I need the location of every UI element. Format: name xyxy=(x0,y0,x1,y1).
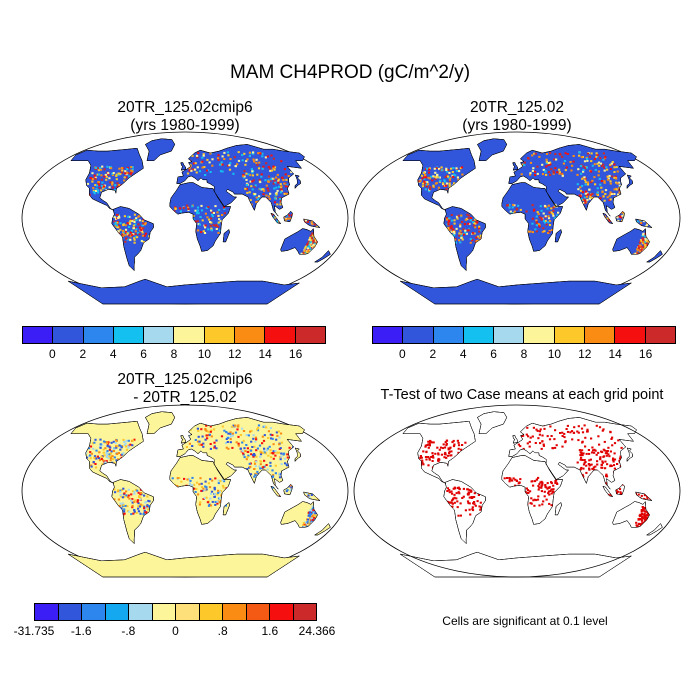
colorbar-tick-label: 2 xyxy=(429,347,437,361)
colorbar-swatch xyxy=(82,604,106,620)
colorbar-swatch xyxy=(235,327,266,343)
colorbar-tick-label: 6 xyxy=(140,347,147,361)
colorbar-tick-label: -31.735 xyxy=(13,624,55,638)
panel-title-case1-line1: 20TR_125.02cmip6 xyxy=(117,99,253,116)
colorbar-swatch xyxy=(35,604,59,620)
colorbar-case1-labels: 0 2 4 6 8 10 12 14 16 xyxy=(22,347,326,363)
colorbar-tick-label: 8 xyxy=(520,347,528,361)
colorbar-swatch xyxy=(463,327,495,343)
panel-title-case1-line2: (yrs 1980-1999) xyxy=(130,117,240,134)
colorbar-swatch xyxy=(615,327,646,343)
colorbar-swatch xyxy=(494,327,525,343)
map-case1 xyxy=(21,131,349,305)
colorbar-tick-label: 1.6 xyxy=(261,624,279,638)
colorbar-difference xyxy=(34,603,317,621)
colorbar-tick-label: 4 xyxy=(109,347,117,361)
colorbar-swatch xyxy=(270,604,294,620)
colorbar-case2-labels: 0 2 4 6 8 10 12 14 16 xyxy=(372,347,676,363)
colorbar-swatch xyxy=(152,604,176,620)
colorbar-tick-label: 10 xyxy=(197,347,212,361)
colorbar-swatch xyxy=(83,327,114,343)
colorbar-swatch xyxy=(265,327,296,343)
colorbar-tick-label: 12 xyxy=(578,347,592,361)
colorbar-swatch xyxy=(113,327,145,343)
panel-title-ttest: T-Test of two Case means at each grid po… xyxy=(352,386,692,404)
colorbar-swatch xyxy=(295,327,325,343)
colorbar-swatch xyxy=(524,327,555,343)
colorbar-swatch xyxy=(176,604,200,620)
colorbar-tick-label: 2 xyxy=(79,347,87,361)
colorbar-tick-label: 16 xyxy=(638,347,653,361)
panel-title-case1: 20TR_125.02cmip6 (yrs 1980-1999) xyxy=(20,99,350,135)
colorbar-swatch xyxy=(293,604,316,620)
panel-title-ttest-line1: T-Test of two Case means at each grid po… xyxy=(380,387,664,403)
map-ttest xyxy=(353,404,681,578)
colorbar-swatch xyxy=(199,604,223,620)
colorbar-tick-label: 16 xyxy=(288,347,303,361)
colorbar-swatch xyxy=(129,604,153,620)
colorbar-swatch xyxy=(373,327,404,343)
colorbar-swatch xyxy=(58,604,82,620)
panel-title-case2: 20TR_125.02 (yrs 1980-1999) xyxy=(352,99,682,135)
colorbar-tick-label: 0 xyxy=(172,624,179,638)
colorbar-swatch xyxy=(585,327,616,343)
map-difference xyxy=(21,404,349,578)
colorbar-swatch xyxy=(174,327,205,343)
colorbar-tick-label: 10 xyxy=(547,347,562,361)
colorbar-swatch xyxy=(246,604,270,620)
colorbar-tick-label: 14 xyxy=(258,347,272,361)
colorbar-swatch xyxy=(433,327,464,343)
colorbar-swatch xyxy=(53,327,84,343)
colorbar-swatch xyxy=(403,327,434,343)
colorbar-swatch xyxy=(204,327,236,343)
colorbar-tick-label: 12 xyxy=(228,347,242,361)
colorbar-tick-label: -.8 xyxy=(121,624,136,638)
colorbar-tick-label: 6 xyxy=(490,347,497,361)
significance-note: Cells are significant at 0.1 level xyxy=(442,614,608,628)
colorbar-tick-label: 4 xyxy=(459,347,467,361)
colorbar-difference-labels: -31.735 -1.6 -.8 0 .8 1.6 24.366 xyxy=(14,624,336,640)
panel-title-diff-line1: 20TR_125.02cmip6 xyxy=(117,371,253,388)
colorbar-tick-label: 8 xyxy=(170,347,178,361)
colorbar-tick-label: -1.6 xyxy=(70,624,92,638)
colorbar-swatch xyxy=(23,327,54,343)
colorbar-swatch xyxy=(105,604,129,620)
panel-title-case2-line1: 20TR_125.02 xyxy=(470,99,564,116)
colorbar-case1 xyxy=(22,326,326,344)
panel-title-diff-line2: - 20TR_125.02 xyxy=(133,389,237,406)
colorbar-tick-label: 24.366 xyxy=(298,624,336,638)
colorbar-case2 xyxy=(372,326,676,344)
colorbar-swatch xyxy=(554,327,586,343)
colorbar-tick-label: 14 xyxy=(608,347,622,361)
colorbar-tick-label: 0 xyxy=(49,347,56,361)
colorbar-swatch xyxy=(144,327,175,343)
colorbar-swatch xyxy=(645,327,675,343)
map-case2 xyxy=(353,131,681,305)
colorbar-tick-label: 0 xyxy=(399,347,406,361)
main-title: MAM CH4PROD (gC/m^2/y) xyxy=(229,62,471,83)
panel-title-diff: 20TR_125.02cmip6 - 20TR_125.02 xyxy=(20,371,350,407)
colorbar-swatch xyxy=(223,604,247,620)
colorbar-tick-label: .8 xyxy=(217,624,228,638)
panel-title-case2-line2: (yrs 1980-1999) xyxy=(462,117,572,134)
map-boundary xyxy=(353,404,681,578)
